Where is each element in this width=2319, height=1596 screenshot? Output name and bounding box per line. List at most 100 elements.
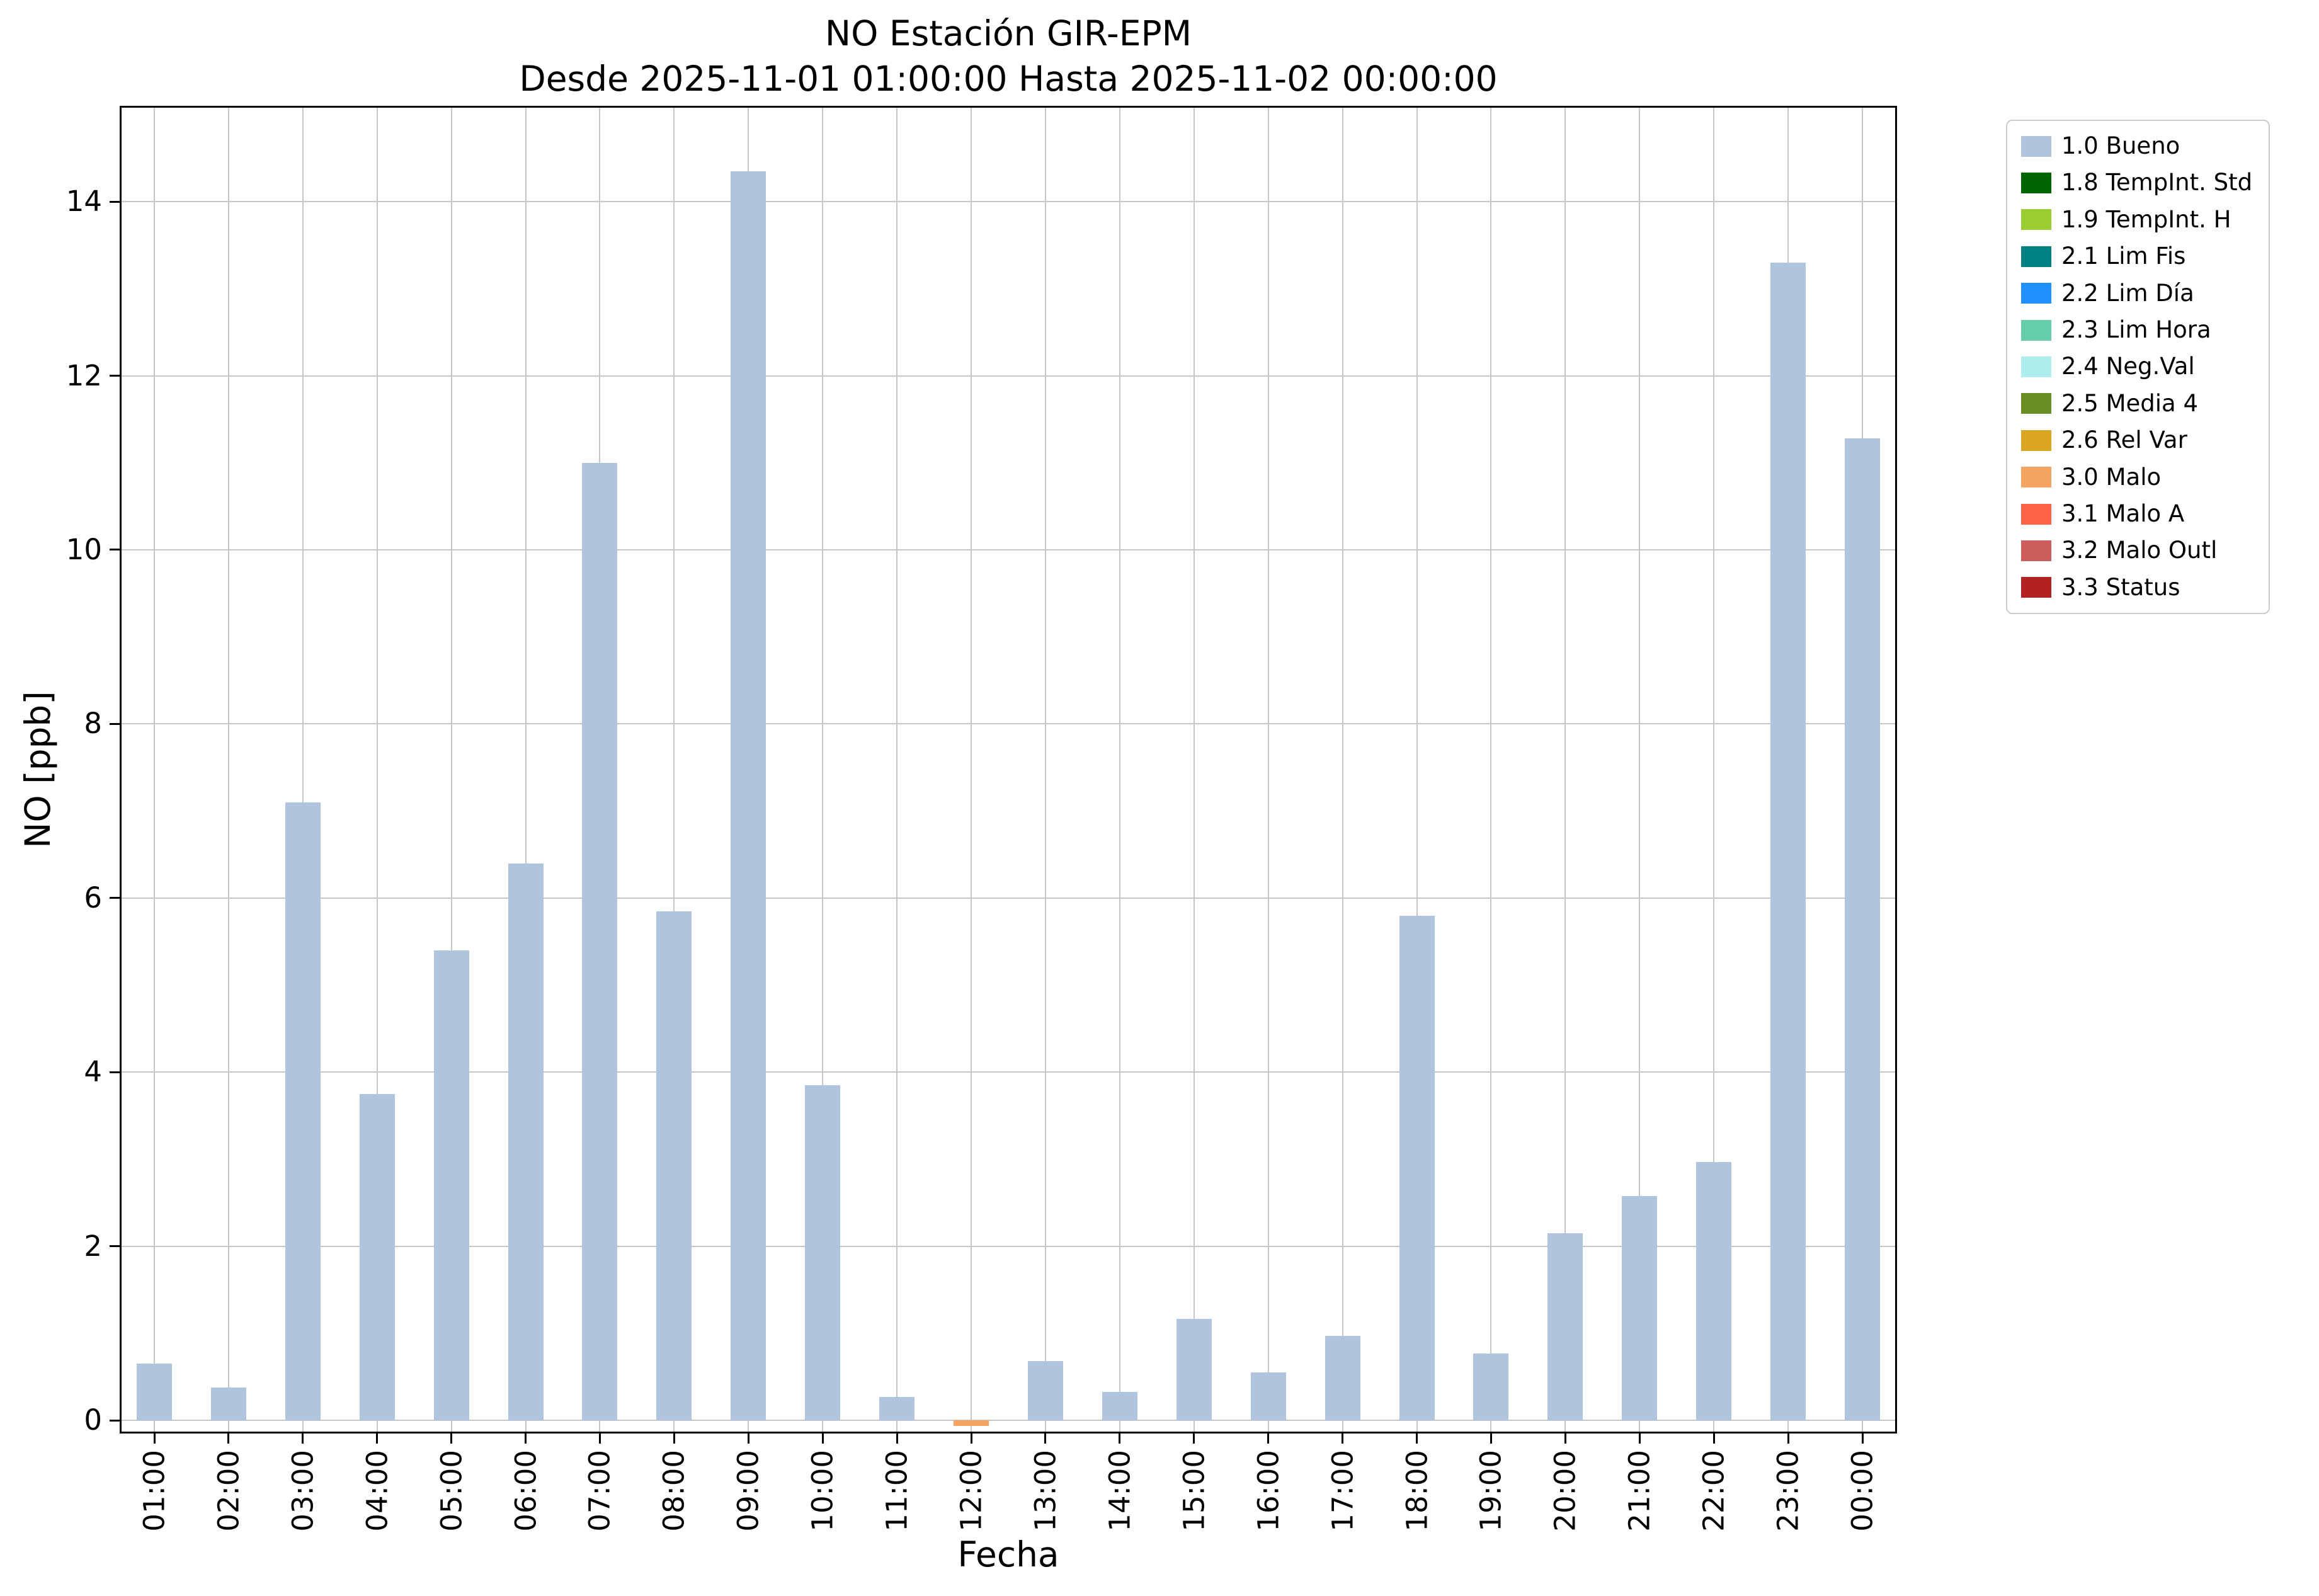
x-tick bbox=[1712, 1434, 1715, 1444]
legend-swatch bbox=[2021, 209, 2051, 231]
h-gridline bbox=[120, 1071, 1897, 1073]
x-tick bbox=[1193, 1434, 1195, 1444]
bar bbox=[508, 863, 544, 1421]
legend-item: 3.1 Malo A bbox=[2021, 500, 2252, 528]
legend: 1.0 Bueno 1.8 TempInt. Std 1.9 TempInt. H 2… bbox=[2006, 120, 2271, 615]
v-gridline bbox=[1267, 106, 1269, 1434]
x-tick bbox=[1416, 1434, 1418, 1444]
v-gridline bbox=[822, 106, 824, 1434]
legend-swatch bbox=[2021, 173, 2051, 194]
x-tick bbox=[1119, 1434, 1121, 1444]
bar bbox=[1622, 1195, 1658, 1421]
v-gridline bbox=[1044, 106, 1046, 1434]
x-tick-label: 15:00 bbox=[1177, 1450, 1211, 1532]
v-gridline bbox=[1193, 106, 1195, 1434]
x-tick bbox=[525, 1434, 527, 1444]
v-gridline bbox=[1490, 106, 1492, 1434]
legend-item: 1.0 Bueno bbox=[2021, 132, 2252, 160]
x-tick-label: 17:00 bbox=[1325, 1450, 1359, 1532]
bar bbox=[210, 1387, 246, 1421]
x-tick-label: 12:00 bbox=[954, 1450, 988, 1532]
h-gridline bbox=[120, 549, 1897, 550]
bar bbox=[1473, 1353, 1509, 1421]
legend-label: 1.0 Bueno bbox=[2061, 132, 2180, 159]
y-tick bbox=[110, 1419, 120, 1422]
x-tick-label: 23:00 bbox=[1771, 1450, 1805, 1532]
x-tick bbox=[302, 1434, 304, 1444]
x-tick-label: 10:00 bbox=[806, 1450, 840, 1532]
x-tick bbox=[970, 1434, 972, 1444]
h-gridline bbox=[120, 375, 1897, 377]
v-gridline bbox=[450, 106, 452, 1434]
x-tick-label: 03:00 bbox=[286, 1450, 320, 1532]
x-tick-label: 13:00 bbox=[1028, 1450, 1063, 1532]
x-tick bbox=[896, 1434, 898, 1444]
bar bbox=[433, 950, 469, 1421]
x-tick-label: 11:00 bbox=[880, 1450, 914, 1532]
x-tick-label: 07:00 bbox=[583, 1450, 617, 1532]
legend-item: 2.4 Neg.Val bbox=[2021, 353, 2252, 380]
bar bbox=[954, 1420, 989, 1426]
legend-label: 3.3 Status bbox=[2061, 573, 2180, 601]
x-tick bbox=[227, 1434, 230, 1444]
y-tick-label: 10 bbox=[66, 532, 102, 566]
x-tick bbox=[1267, 1434, 1270, 1444]
legend-swatch bbox=[2021, 246, 2051, 267]
x-tick bbox=[598, 1434, 601, 1444]
bar bbox=[582, 462, 618, 1421]
x-tick bbox=[821, 1434, 824, 1444]
legend-label: 2.6 Rel Var bbox=[2061, 426, 2187, 454]
v-gridline bbox=[302, 106, 304, 1434]
x-tick-label: 18:00 bbox=[1399, 1450, 1433, 1532]
h-gridline bbox=[120, 1245, 1897, 1247]
bar bbox=[1325, 1336, 1360, 1421]
bar bbox=[1027, 1361, 1063, 1421]
legend-label: 2.3 Lim Hora bbox=[2061, 316, 2211, 343]
y-tick-label: 12 bbox=[66, 358, 102, 392]
h-gridline bbox=[120, 723, 1897, 725]
legend-swatch bbox=[2021, 356, 2051, 378]
legend-label: 2.4 Neg.Val bbox=[2061, 353, 2195, 380]
x-tick bbox=[450, 1434, 453, 1444]
v-gridline bbox=[1564, 106, 1566, 1434]
bar bbox=[1176, 1318, 1212, 1421]
legend-label: 3.1 Malo A bbox=[2061, 499, 2185, 527]
legend-swatch bbox=[2021, 135, 2051, 157]
legend-swatch bbox=[2021, 319, 2051, 341]
x-tick bbox=[153, 1434, 156, 1444]
chart-title-block: NO Estación GIR-EPM Desde 2025-11-01 01:… bbox=[120, 11, 1897, 101]
x-tick-label: 01:00 bbox=[137, 1450, 171, 1532]
legend-label: 2.1 Lim Fis bbox=[2061, 242, 2186, 270]
legend-item: 3.0 Malo bbox=[2021, 464, 2252, 491]
h-gridline bbox=[120, 897, 1897, 899]
y-tick bbox=[110, 375, 120, 377]
v-gridline bbox=[1713, 106, 1715, 1434]
y-tick-label: 14 bbox=[66, 185, 102, 219]
bar bbox=[731, 171, 766, 1421]
x-tick-label: 08:00 bbox=[657, 1450, 691, 1532]
x-tick-label: 02:00 bbox=[212, 1450, 246, 1532]
x-tick bbox=[1342, 1434, 1344, 1444]
legend-swatch bbox=[2021, 467, 2051, 488]
legend-item: 2.2 Lim Día bbox=[2021, 280, 2252, 307]
x-tick bbox=[1044, 1434, 1047, 1444]
legend-item: 3.3 Status bbox=[2021, 574, 2252, 601]
legend-swatch bbox=[2021, 283, 2051, 304]
bar bbox=[1696, 1161, 1732, 1421]
legend-swatch bbox=[2021, 577, 2051, 598]
v-gridline bbox=[1416, 106, 1418, 1434]
y-tick-label: 4 bbox=[84, 1055, 102, 1089]
legend-item: 3.2 Malo Outl bbox=[2021, 537, 2252, 564]
legend-label: 3.2 Malo Outl bbox=[2061, 537, 2218, 564]
v-gridline bbox=[376, 106, 378, 1434]
x-tick bbox=[747, 1434, 749, 1444]
x-tick-label: 06:00 bbox=[508, 1450, 542, 1532]
bar bbox=[1399, 915, 1435, 1421]
legend-item: 2.1 Lim Fis bbox=[2021, 242, 2252, 270]
y-tick bbox=[110, 549, 120, 551]
y-tick bbox=[110, 722, 120, 725]
x-tick-label: 20:00 bbox=[1548, 1450, 1582, 1532]
x-tick bbox=[1861, 1434, 1864, 1444]
legend-label: 3.0 Malo bbox=[2061, 463, 2162, 491]
